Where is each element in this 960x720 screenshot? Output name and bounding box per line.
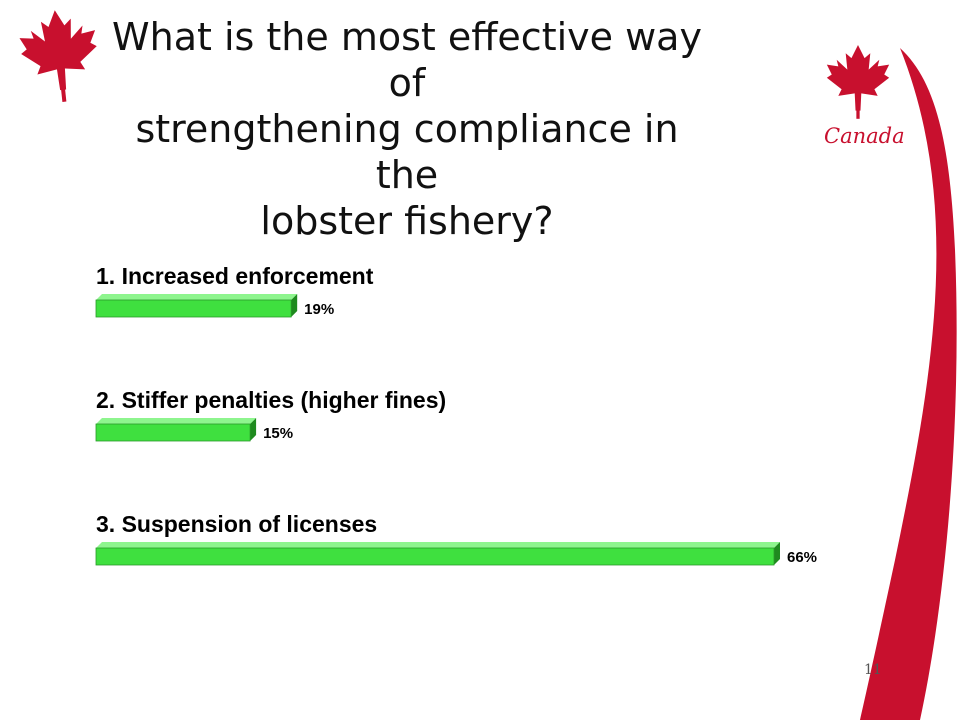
bar-side-face (774, 542, 780, 565)
category-label: 3. Suspension of licenses (96, 511, 377, 537)
slide-title: What is the most effective way of streng… (112, 14, 702, 244)
bar-front-face (95, 547, 775, 566)
bar-top-face (96, 294, 298, 300)
red-ribbon (860, 48, 957, 720)
bar-side-face (250, 418, 257, 441)
title-line: lobster fishery? (260, 199, 554, 243)
bar-front-face (95, 299, 292, 318)
bar-top-face (96, 542, 780, 548)
canada-wordmark: Canada (824, 124, 905, 148)
value-label: 19% (304, 301, 334, 318)
page-number: 11 (864, 662, 882, 678)
bar (95, 294, 298, 318)
bar (95, 542, 780, 566)
bar (95, 418, 257, 442)
maple-leaf-icon (16, 6, 101, 102)
value-label: 66% (787, 549, 817, 566)
value-label: 15% (263, 425, 293, 442)
category-label: 1. Increased enforcement (96, 263, 374, 289)
bar-side-face (291, 294, 298, 317)
title-line: strengthening compliance in the (135, 107, 679, 197)
category-label: 2. Stiffer penalties (higher fines) (96, 387, 446, 413)
maple-leaf-icon (826, 45, 890, 119)
bar-front-face (95, 423, 251, 442)
title-line: What is the most effective way of (112, 15, 702, 105)
bar-top-face (96, 418, 257, 424)
